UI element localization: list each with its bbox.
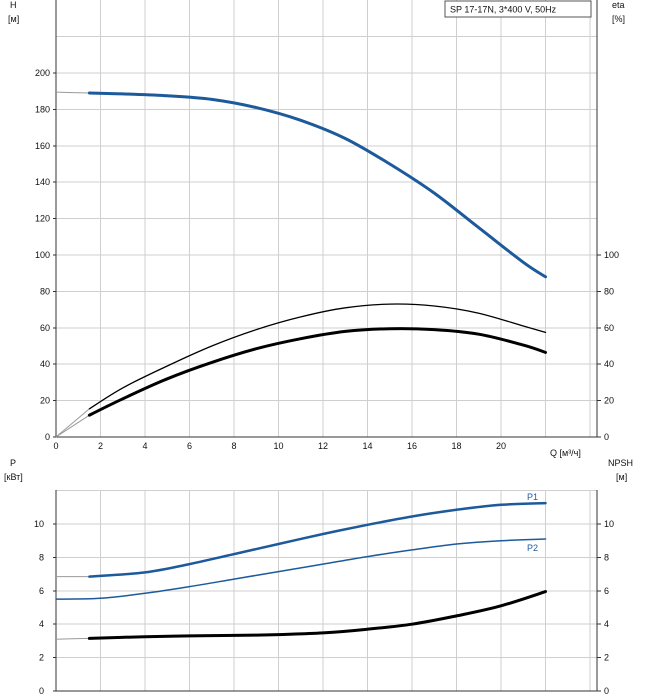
h-tick-label: 120 [35,214,50,224]
q-tick-label: 20 [496,441,506,451]
series-eta_total-line [88,303,547,410]
series-h-extension [55,91,90,94]
q-tick-label: 0 [53,441,58,451]
p-tick-label: 10 [34,519,44,529]
eta-tick-label: 60 [604,323,614,333]
series-npsh-extension [55,637,90,640]
eta-tick-label: 80 [604,286,614,296]
chart-title: SP 17-17N, 3*400 V, 50Hz [450,5,557,15]
series-p1-line [88,501,547,578]
q-tick-label: 12 [318,441,328,451]
q-tick-label: 10 [273,441,283,451]
p2-series-label: P2 [527,543,538,553]
top-series [55,91,547,438]
bottom-tick-labels: 0 2 4 6 8 10 0 2 4 6 8 10 [34,519,614,696]
eta-axis-label: eta [612,0,625,10]
eta-tick-label: 100 [604,250,619,260]
h-tick-label: 20 [40,396,50,406]
q-tick-label: 16 [407,441,417,451]
q-tick-label: 8 [231,441,236,451]
series-eta_total-extension [55,408,90,438]
bottom-series [55,501,547,640]
h-axis-label: H [10,0,17,10]
p-tick-label: 4 [39,619,44,629]
h-tick-label: 140 [35,177,50,187]
npsh-tick-label: 8 [604,552,609,562]
npsh-axis-label: NPSH [608,458,633,468]
npsh-tick-label: 10 [604,519,614,529]
p1-series-label: P1 [527,492,538,502]
top-grid [55,0,598,438]
h-tick-label: 0 [45,432,50,442]
npsh-tick-label: 0 [604,686,609,696]
h-tick-label: 80 [40,286,50,296]
p-tick-label: 2 [39,653,44,663]
h-tick-label: 60 [40,323,50,333]
q-tick-label: 18 [451,441,461,451]
npsh-tick-label: 4 [604,619,609,629]
h-tick-label: 40 [40,359,50,369]
p-axis-unit: [кВт] [4,472,23,482]
top-tick-labels: 0 20 40 60 80 100 120 140 160 180 200 0 20 40 60 80 100 0… [35,68,619,451]
npsh-axis-unit: [м] [616,472,627,482]
title-box [444,0,592,18]
p-tick-label: 6 [39,586,44,596]
series-p2-line [55,538,547,600]
q-tick-label: 14 [362,441,372,451]
q-tick-label: 6 [187,441,192,451]
q-tick-label: 4 [142,441,147,451]
eta-axis-unit: [%] [612,14,625,24]
series-eta_pump-extension [55,414,90,438]
q-axis-label: Q [м³/ч] [550,448,581,458]
p-tick-label: 8 [39,552,44,562]
h-tick-label: 180 [35,104,50,114]
series-npsh-line [87,590,547,640]
p-tick-label: 0 [39,686,44,696]
h-tick-label: 200 [35,68,50,78]
p-axis-label: P [10,458,16,468]
npsh-tick-label: 2 [604,653,609,663]
h-tick-label: 100 [35,250,50,260]
bottom-grid [55,490,598,692]
npsh-tick-label: 6 [604,586,609,596]
eta-tick-label: 0 [604,432,609,442]
series-h-line [87,91,547,279]
eta-tick-label: 20 [604,396,614,406]
h-axis-unit: [м] [8,14,19,24]
q-tick-label: 2 [98,441,103,451]
h-tick-label: 160 [35,141,50,151]
eta-tick-label: 40 [604,359,614,369]
series-eta_pump-line [87,327,547,417]
